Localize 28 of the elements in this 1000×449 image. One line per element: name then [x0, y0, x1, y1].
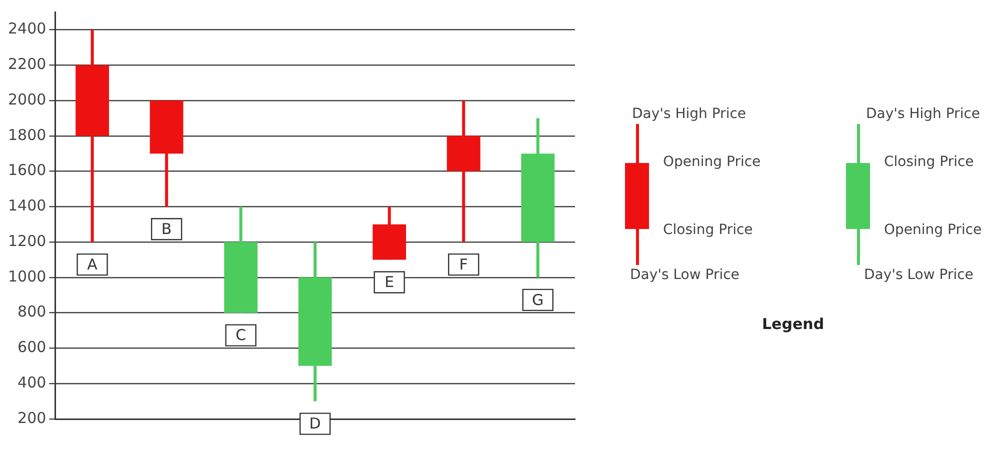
x-tick-label: A: [87, 255, 98, 274]
y-tick-label: 1800: [8, 126, 46, 144]
text: Closing Price: [884, 154, 974, 170]
text: Day's High Price: [866, 106, 980, 122]
x-tick-label: C: [236, 326, 246, 344]
text: Day's Low Price: [864, 267, 974, 283]
x-tick-label: B: [161, 220, 172, 238]
x-tick-label: D: [309, 414, 321, 433]
y-tick-label: 1600: [8, 161, 46, 180]
x-tick-label: F: [459, 255, 468, 274]
y-tick-label: 600: [18, 338, 46, 356]
text: Day's High Price: [632, 106, 746, 122]
y-tick-label: 800: [18, 302, 46, 321]
y-tick-label: 2400: [8, 20, 46, 38]
y-tick-label: 400: [18, 374, 46, 392]
text: Opening Price: [663, 154, 761, 170]
y-tick-label: 1200: [8, 232, 46, 250]
y-tick-label: 2200: [8, 54, 46, 73]
y-tick-label: 1000: [8, 267, 46, 286]
text: Opening Price: [884, 222, 982, 238]
text: Day's Low Price: [630, 267, 740, 283]
text: Closing Price: [663, 222, 753, 238]
y-tick-label: 200: [18, 408, 46, 427]
y-tick-label: 2000: [8, 90, 46, 108]
x-tick-label: E: [384, 273, 394, 292]
y-tick-label: 1400: [8, 196, 46, 215]
x-tick-label: G: [532, 290, 544, 309]
text: Legend: [762, 315, 824, 333]
